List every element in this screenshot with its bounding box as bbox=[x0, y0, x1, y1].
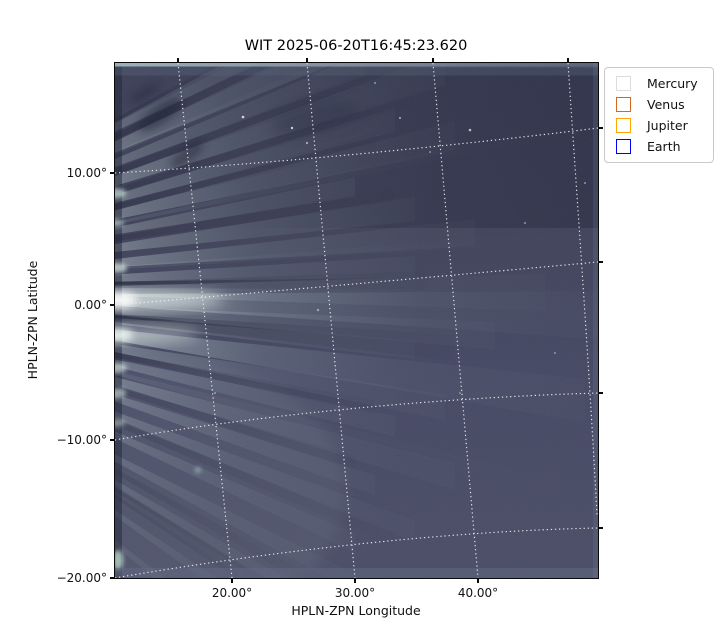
legend: Mercury Venus Jupiter Earth bbox=[604, 67, 714, 163]
right-tick-mark bbox=[598, 527, 603, 529]
top-tick-mark bbox=[432, 58, 434, 63]
top-tick-mark bbox=[306, 58, 308, 63]
x-tick-mark bbox=[354, 578, 356, 583]
y-tick-mark bbox=[110, 172, 115, 174]
plot-area bbox=[114, 62, 599, 579]
legend-label: Mercury bbox=[647, 76, 698, 91]
y-tick-label: 0.00° bbox=[74, 298, 107, 312]
legend-item-venus: Venus bbox=[612, 94, 706, 115]
earth-swatch-icon bbox=[616, 139, 631, 154]
y-tick-mark bbox=[110, 577, 115, 579]
plot-title: WIT 2025-06-20T16:45:23.620 bbox=[244, 38, 468, 54]
y-tick-label: −20.00° bbox=[56, 571, 107, 585]
legend-item-jupiter: Jupiter bbox=[612, 115, 706, 136]
grain-dark bbox=[115, 63, 598, 578]
longitude-line-50 bbox=[567, 63, 598, 516]
x-axis-label: HPLN-ZPN Longitude bbox=[291, 603, 421, 618]
y-tick-label: −10.00° bbox=[56, 433, 107, 447]
latitude-line--20 bbox=[115, 527, 598, 578]
x-tick-mark bbox=[231, 578, 233, 583]
longitude-line-20 bbox=[177, 63, 233, 578]
heliospheric-image bbox=[115, 63, 598, 578]
y-axis-label: HPLN-ZPN Latitude bbox=[25, 260, 40, 380]
legend-label: Jupiter bbox=[647, 118, 688, 133]
venus-swatch-icon bbox=[616, 97, 631, 112]
top-tick-mark bbox=[177, 58, 179, 63]
right-tick-mark bbox=[598, 392, 603, 394]
mercury-swatch-icon bbox=[616, 76, 631, 91]
x-tick-label: 30.00° bbox=[334, 586, 376, 600]
legend-item-earth: Earth bbox=[612, 136, 706, 157]
longitude-line-30 bbox=[306, 63, 356, 578]
longitude-line-40 bbox=[432, 63, 479, 578]
right-tick-mark bbox=[598, 127, 603, 129]
x-tick-mark bbox=[477, 578, 479, 583]
right-tick-mark bbox=[598, 261, 603, 263]
y-tick-mark bbox=[110, 439, 115, 441]
top-tick-mark bbox=[567, 58, 569, 63]
x-tick-label: 40.00° bbox=[457, 586, 499, 600]
x-tick-label: 20.00° bbox=[211, 586, 253, 600]
legend-label: Venus bbox=[647, 97, 685, 112]
y-tick-label: 10.00° bbox=[66, 166, 107, 180]
y-tick-mark bbox=[110, 304, 115, 306]
legend-item-mercury: Mercury bbox=[612, 73, 706, 94]
legend-label: Earth bbox=[647, 139, 681, 154]
jupiter-swatch-icon bbox=[616, 118, 631, 133]
coordinate-grid bbox=[115, 63, 598, 578]
